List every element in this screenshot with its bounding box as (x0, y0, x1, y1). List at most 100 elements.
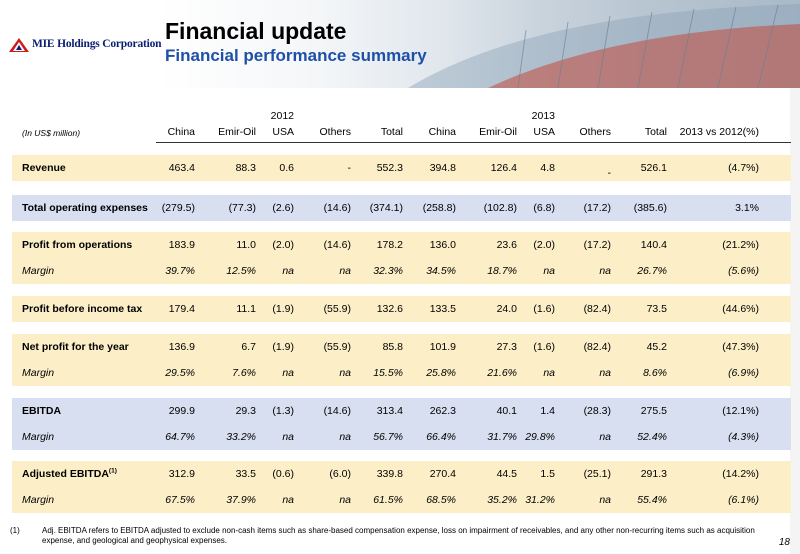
table-cell: (385.6) (633, 202, 667, 214)
table-cell: 179.4 (168, 303, 195, 315)
table-cell: 1.5 (540, 468, 555, 480)
table-cell: 56.7% (373, 431, 403, 443)
table-cell: na (339, 494, 351, 506)
page-title: Financial update (165, 18, 347, 44)
table-cell: na (282, 431, 294, 443)
logo-area: MIE Holdings Corporation (0, 0, 162, 88)
table-cell: 6.7 (241, 341, 256, 353)
table-row-ebitda: EBITDA 299.9 29.3 (1.3) (14.6) 313.4 262… (12, 398, 791, 424)
table-cell: (1.6) (533, 341, 555, 353)
row-label: Total operating expenses (22, 202, 148, 214)
table-cell: (6.0) (329, 468, 351, 480)
table-cell: 37.9% (226, 494, 256, 506)
table-cell: 140.4 (640, 239, 667, 251)
table-cell: 275.5 (640, 405, 667, 417)
table-cell: na (543, 265, 555, 277)
row-label: Profit from operations (22, 239, 133, 251)
table-cell: 33.5 (235, 468, 256, 480)
table-row-adjusted-ebitda: Adjusted EBITDA(1) 312.9 33.5 (0.6) (6.0… (12, 461, 791, 487)
column-header: China (167, 126, 195, 138)
table-row-profit-before-tax: Profit before income tax 179.4 11.1 (1.9… (12, 296, 791, 322)
row-label-text: Adjusted EBITDA (22, 468, 109, 480)
column-header: USA (272, 126, 294, 138)
table-row-margin: Margin 39.7% 12.5% na na 32.3% 34.5% 18.… (12, 258, 791, 284)
table-cell: 67.5% (165, 494, 195, 506)
row-label: Adjusted EBITDA(1) (22, 461, 117, 487)
column-header: Others (579, 126, 611, 138)
table-cell: (6.8) (533, 202, 555, 214)
row-label: Margin (22, 431, 55, 443)
table-cell: 31.7% (487, 431, 517, 443)
table-cell: 44.5 (496, 468, 517, 480)
header-divider (156, 142, 791, 143)
table-cell: (14.6) (323, 239, 351, 251)
row-label: Margin (22, 494, 55, 506)
footnote-text: Adj. EBITDA refers to EBITDA adjusted to… (42, 526, 755, 545)
table-cell: 39.7% (165, 265, 195, 277)
table-cell: (82.4) (583, 341, 611, 353)
table-cell: 23.6 (496, 239, 517, 251)
table-cell: (4.7%) (728, 162, 759, 174)
table-cell: (6.1%) (728, 494, 759, 506)
table-cell: 33.2% (226, 431, 256, 443)
table-cell: 312.9 (168, 468, 195, 480)
table-cell: na (339, 431, 351, 443)
table-cell: 3.1% (735, 202, 759, 214)
table-row-margin: Margin 29.5% 7.6% na na 15.5% 25.8% 21.6… (12, 360, 791, 386)
table-cell: na (599, 431, 611, 443)
table-cell: 133.5 (429, 303, 456, 315)
table-row-margin: Margin 67.5% 37.9% na na 61.5% 68.5% 35.… (12, 487, 791, 513)
table-cell: 262.3 (429, 405, 456, 417)
table-cell: 31.2% (525, 494, 555, 506)
table-cell: 4.8 (540, 162, 555, 174)
table-cell: (14.6) (323, 202, 351, 214)
table-cell: (1.9) (272, 303, 294, 315)
table-cell: (21.2%) (722, 239, 759, 251)
table-cell: 85.8 (382, 341, 403, 353)
row-label: Margin (22, 367, 55, 379)
table-cell: na (599, 265, 611, 277)
table-cell: (374.1) (369, 202, 403, 214)
table-cell: na (543, 367, 555, 379)
column-header: Others (319, 126, 351, 138)
table-cell: (55.9) (323, 341, 351, 353)
table-cell: (28.3) (583, 405, 611, 417)
row-label: EBITDA (22, 405, 62, 417)
table-cell: 64.7% (165, 431, 195, 443)
table-cell: (47.3%) (722, 341, 759, 353)
column-header: USA (533, 126, 555, 138)
column-header: Emir-Oil (218, 126, 256, 138)
row-label: Revenue (22, 162, 66, 174)
table-cell: - (607, 167, 612, 179)
row-label: Profit before income tax (22, 303, 143, 315)
table-row-margin: Margin 64.7% 33.2% na na 56.7% 66.4% 31.… (12, 424, 791, 450)
table-cell: na (599, 367, 611, 379)
table-cell: (44.6%) (722, 303, 759, 315)
table-cell: (1.9) (272, 341, 294, 353)
table-cell: 270.4 (429, 468, 456, 480)
table-cell: 88.3 (235, 162, 256, 174)
table-row-profit-from-operations: Profit from operations 183.9 11.0 (2.0) … (12, 232, 791, 258)
table-cell: 24.0 (496, 303, 517, 315)
table-cell: (0.6) (272, 468, 294, 480)
table-cell: (2.0) (533, 239, 555, 251)
table-cell: (55.9) (323, 303, 351, 315)
table-cell: (1.3) (272, 405, 294, 417)
table-cell: 1.4 (540, 405, 555, 417)
year-2013-label: 2013 (531, 110, 555, 122)
table-cell: 526.1 (640, 162, 667, 174)
table-row-operating-expenses: Total operating expenses (279.5) (77.3) … (12, 195, 791, 221)
table-cell: 8.6% (643, 367, 667, 379)
pipeline-graphic-icon (408, 4, 800, 88)
table-cell: 26.7% (637, 265, 667, 277)
table-row-revenue: Revenue 463.4 88.3 0.6 - 552.3 394.8 126… (12, 155, 791, 181)
table-cell: 132.6 (376, 303, 403, 315)
table-cell: 25.8% (426, 367, 456, 379)
table-header: (In US$ million) 2012 2013 China Emir-Oi… (12, 108, 791, 144)
column-header: China (428, 126, 456, 138)
table-cell: 313.4 (376, 405, 403, 417)
table-cell: 7.6% (232, 367, 256, 379)
table-cell: (2.0) (272, 239, 294, 251)
table-cell: (279.5) (161, 202, 195, 214)
unit-note: (In US$ million) (22, 128, 81, 138)
